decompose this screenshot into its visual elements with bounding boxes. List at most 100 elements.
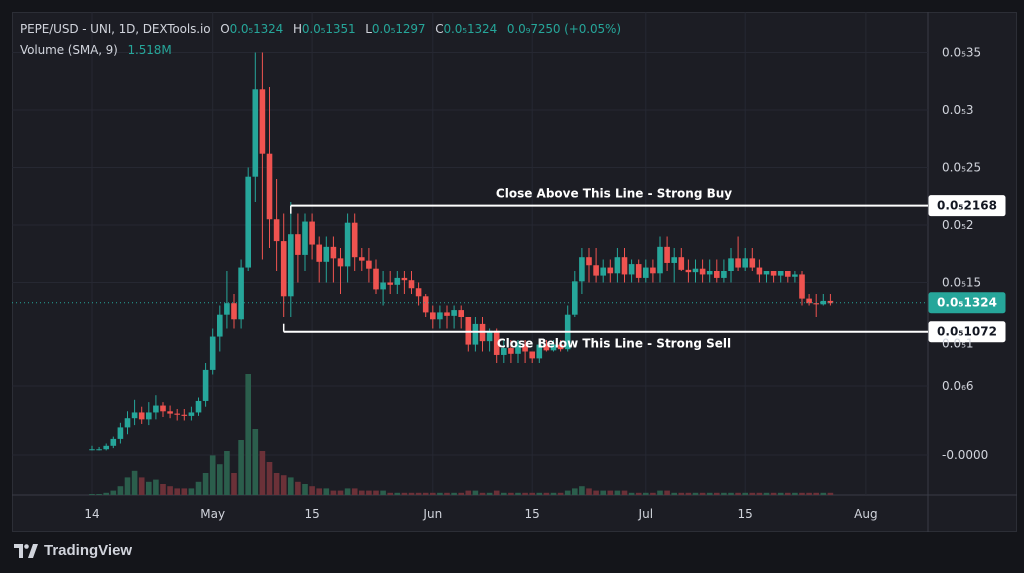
candle-body (259, 89, 266, 154)
candle-body (799, 274, 805, 299)
volume-bar (813, 492, 819, 495)
volume-bar (621, 490, 628, 495)
volume-bar (586, 488, 592, 495)
volume-bar (699, 492, 706, 495)
low-value: 0.0₅1297 (371, 22, 426, 36)
candle-body (706, 271, 713, 275)
volume-bar (508, 492, 514, 495)
volume-bar (777, 492, 784, 495)
x-axis: 14 May 15 Jun 15 Jul 15 Aug (84, 507, 877, 521)
volume-bar (309, 486, 315, 495)
volume-bar (96, 494, 102, 495)
candle-body (373, 268, 379, 290)
candle-body (167, 411, 173, 414)
candle-body (202, 369, 209, 401)
volume-bar (224, 451, 230, 495)
volume-bar (827, 492, 834, 495)
volume-bar (359, 490, 365, 495)
candle-body (138, 412, 145, 420)
candle-body (749, 258, 756, 268)
volume-bar (472, 490, 479, 495)
volume-value: 1.518M (127, 43, 172, 57)
volume-bar (820, 492, 827, 495)
volume-bar (735, 492, 741, 495)
volume-bar (600, 490, 606, 495)
candle-body (316, 244, 322, 262)
candle-body (770, 271, 777, 276)
y-tick-label: 0.0₆6 (942, 379, 974, 393)
candle-body (529, 351, 535, 359)
tradingview-brand[interactable]: TradingView (14, 542, 132, 559)
volume-bar (579, 486, 585, 495)
volume-bar (394, 492, 401, 495)
x-tick-label: Jul (638, 507, 653, 521)
price-tag-label: 0.0₅1072 (937, 325, 997, 339)
candle-body (415, 288, 422, 297)
price-tag (928, 321, 1006, 343)
volume-bar (202, 473, 209, 495)
tradingview-logo-icon (14, 543, 38, 558)
candle-body (266, 153, 273, 220)
volume-bar (238, 440, 244, 495)
volume-bar (721, 492, 727, 495)
volume-bar (572, 488, 578, 495)
volume-bar (728, 492, 734, 495)
candle-body (785, 271, 791, 277)
volume-bars (89, 374, 834, 495)
volume-bar (479, 492, 486, 495)
y-tick-label: 0.0₅3 (942, 103, 974, 117)
candle-body (110, 438, 117, 446)
candle-body (586, 257, 592, 266)
candle-body (408, 280, 415, 289)
candle-body (515, 344, 521, 354)
brand-name: TradingView (44, 542, 133, 559)
candle-body (692, 268, 699, 273)
candle-body (792, 274, 798, 277)
volume-bar (664, 490, 670, 495)
candle-body (89, 449, 95, 451)
volume-bar (351, 488, 358, 495)
volume-bar (259, 451, 266, 495)
x-tick-label: 15 (525, 507, 540, 521)
volume-bar (650, 492, 656, 495)
high-label: H (292, 22, 302, 36)
candle-body (501, 348, 507, 355)
volume-bar (614, 490, 621, 495)
candle-body (309, 221, 315, 245)
volume-bar (742, 492, 748, 495)
candle-body (387, 282, 393, 285)
price-tag (928, 195, 1006, 217)
candle-body (444, 312, 450, 316)
candle-body (131, 412, 138, 419)
candle-body (430, 312, 436, 320)
volume-bar (458, 492, 464, 495)
volume-bar (138, 477, 145, 495)
volume-bar (564, 490, 571, 495)
candle-body (217, 314, 223, 337)
candle-body (735, 258, 741, 268)
volume-bar (323, 488, 330, 495)
candle-body (181, 414, 188, 416)
candle-body (238, 267, 244, 320)
volume-bar (437, 492, 443, 495)
volume-bar (486, 492, 493, 495)
candle-body (621, 257, 628, 275)
candle-body (650, 267, 656, 274)
candle-body (806, 298, 812, 304)
x-tick-label: May (200, 507, 225, 521)
volume-bar (628, 492, 635, 495)
volume-label[interactable]: Volume (SMA, 9) (20, 43, 118, 57)
candle-body (117, 427, 124, 439)
volume-bar (245, 374, 251, 495)
volume-bar (188, 488, 195, 495)
volume-bar (557, 492, 564, 495)
candle-body (437, 312, 443, 320)
symbol-label[interactable]: PEPE/USD - UNI, 1D, DEXTools.io (20, 22, 211, 36)
volume-bar (209, 455, 216, 495)
candle-body (728, 258, 734, 271)
volume-bar (302, 484, 308, 495)
candle-body (643, 267, 649, 278)
volume-bar (401, 492, 408, 495)
volume-bar (273, 473, 280, 495)
